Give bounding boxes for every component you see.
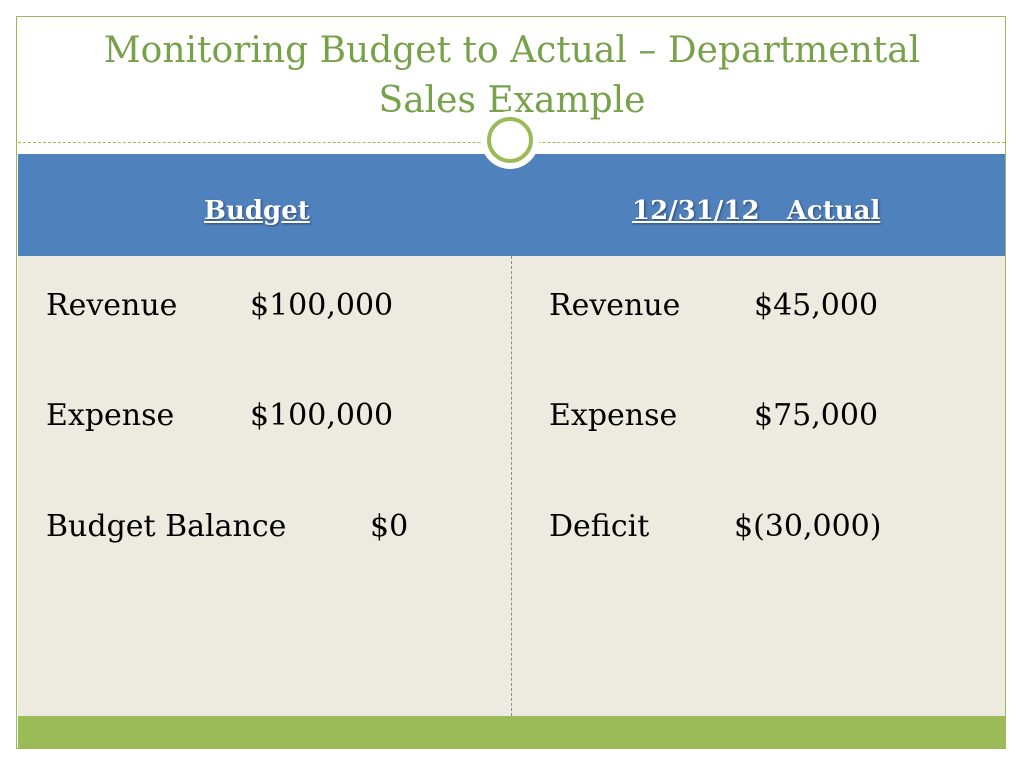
actual-deficit-label: Deficit <box>549 509 650 544</box>
actual-expense-value: $75,000 <box>754 398 879 433</box>
column-header-band <box>18 154 1005 256</box>
budget-expense-value: $100,000 <box>250 398 394 433</box>
column-divider <box>511 256 512 716</box>
circle-ring-icon <box>487 117 533 163</box>
budget-column-header: Budget <box>204 196 310 226</box>
budget-expense-label: Expense <box>46 398 175 433</box>
title-line-1: Monitoring Budget to Actual – Department… <box>103 30 921 71</box>
budget-balance-value: $0 <box>370 509 409 544</box>
slide-title: Monitoring Budget to Actual – Department… <box>40 26 984 126</box>
actual-revenue-value: $45,000 <box>754 288 879 323</box>
budget-revenue-value: $100,000 <box>250 288 394 323</box>
budget-revenue-label: Revenue <box>46 288 178 323</box>
actual-deficit-value: $(30,000) <box>734 509 882 544</box>
actual-revenue-label: Revenue <box>549 288 681 323</box>
slide-frame <box>16 16 1006 749</box>
footer-band <box>18 716 1005 748</box>
actual-expense-label: Expense <box>549 398 678 433</box>
actual-column-header: 12/31/12 Actual <box>632 196 881 226</box>
budget-balance-label: Budget Balance <box>46 509 287 544</box>
circle-ornament-icon <box>481 111 539 169</box>
